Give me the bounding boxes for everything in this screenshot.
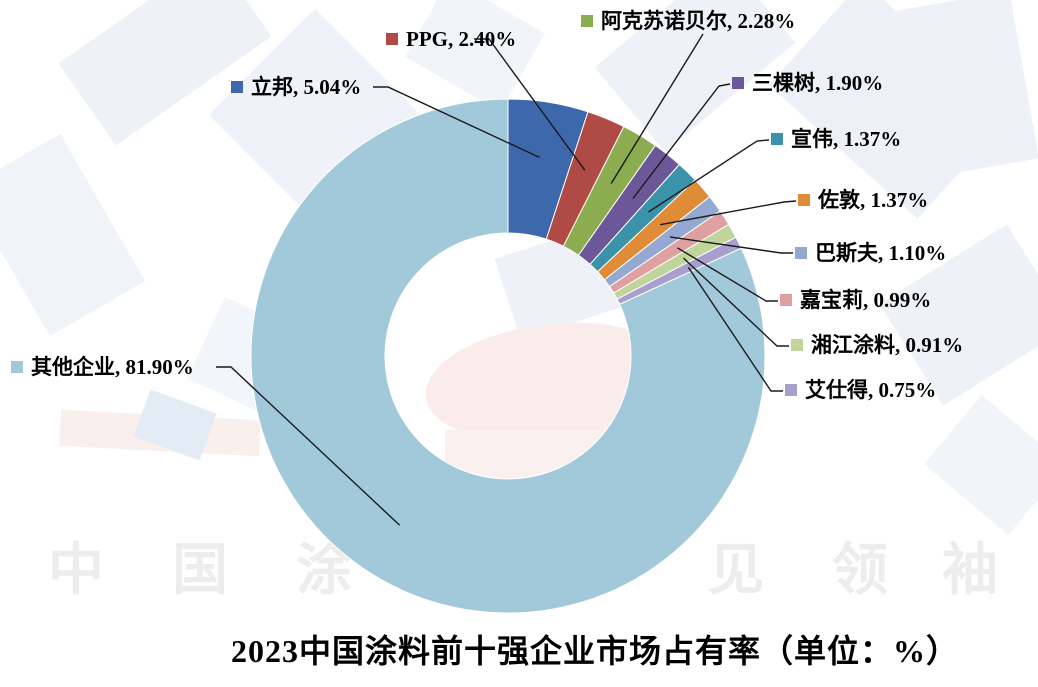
- callout-basf: 巴斯夫, 1.10%: [795, 242, 946, 264]
- callout-nippon-paint: 立邦, 5.04%: [231, 76, 361, 98]
- callout-akzonobel: 阿克苏诺贝尔, 2.28%: [581, 10, 795, 32]
- watermark-char: 国: [172, 538, 228, 603]
- callout-label: 嘉宝莉, 0.99%: [800, 288, 932, 312]
- leader-line-9: [687, 267, 783, 392]
- leader-line-7: [677, 247, 778, 302]
- leader-line-10: [216, 366, 401, 526]
- watermark-char: 见: [708, 538, 764, 603]
- callout-label: 湘江涂料, 0.91%: [811, 333, 964, 357]
- leader-line-0: [373, 86, 540, 159]
- callout-label: 阿克苏诺贝尔, 2.28%: [601, 9, 796, 33]
- legend-swatch: [231, 81, 243, 93]
- legend-swatch: [386, 33, 398, 45]
- legend-swatch: [795, 247, 807, 259]
- callout-axalta: 艾仕得, 0.75%: [785, 379, 936, 401]
- watermark-char: 袖: [942, 538, 998, 603]
- leader-line-2: [610, 33, 704, 184]
- legend-swatch: [785, 384, 797, 396]
- callout-label: 三棵树, 1.90%: [752, 71, 884, 95]
- callout-skshu: 三棵树, 1.90%: [732, 72, 883, 94]
- leader-line-3: [632, 83, 731, 199]
- callout-others: 其他企业, 81.90%: [11, 356, 194, 378]
- legend-swatch: [581, 15, 593, 27]
- legend-swatch: [771, 133, 783, 145]
- legend-swatch: [791, 339, 803, 351]
- callout-sherwin-williams: 宣伟, 1.37%: [771, 128, 901, 150]
- callout-label: 艾仕得, 0.75%: [805, 378, 937, 402]
- chart-title: 2023中国涂料前十强企业市场占有率（单位：%）: [230, 633, 959, 669]
- pie-slice-10: [250, 98, 766, 614]
- callout-jotun: 佐敦, 1.37%: [798, 189, 928, 211]
- callout-label: 立邦, 5.04%: [251, 75, 362, 99]
- callout-label: 佐敦, 1.37%: [818, 188, 929, 212]
- leader-line-4: [648, 139, 770, 213]
- leader-line-6: [669, 236, 793, 254]
- legend-swatch: [732, 77, 744, 89]
- leader-line-5: [660, 200, 797, 226]
- callout-label: PPG, 2.40%: [406, 27, 517, 51]
- callout-label: 巴斯夫, 1.10%: [815, 241, 947, 265]
- legend-swatch: [780, 294, 792, 306]
- callout-label: 其他企业, 81.90%: [31, 355, 194, 379]
- callout-carpoly: 嘉宝莉, 0.99%: [780, 289, 931, 311]
- legend-swatch: [11, 361, 23, 373]
- legend-swatch: [798, 194, 810, 206]
- callout-label: 宣伟, 1.37%: [791, 127, 902, 151]
- callout-ppg: PPG, 2.40%: [386, 28, 516, 50]
- watermark-char: 中: [48, 538, 104, 603]
- leader-line-1: [474, 38, 586, 171]
- watermark-char: 领: [832, 538, 888, 603]
- callout-xiangjiang: 湘江涂料, 0.91%: [791, 334, 963, 356]
- leader-line-8: [683, 257, 789, 347]
